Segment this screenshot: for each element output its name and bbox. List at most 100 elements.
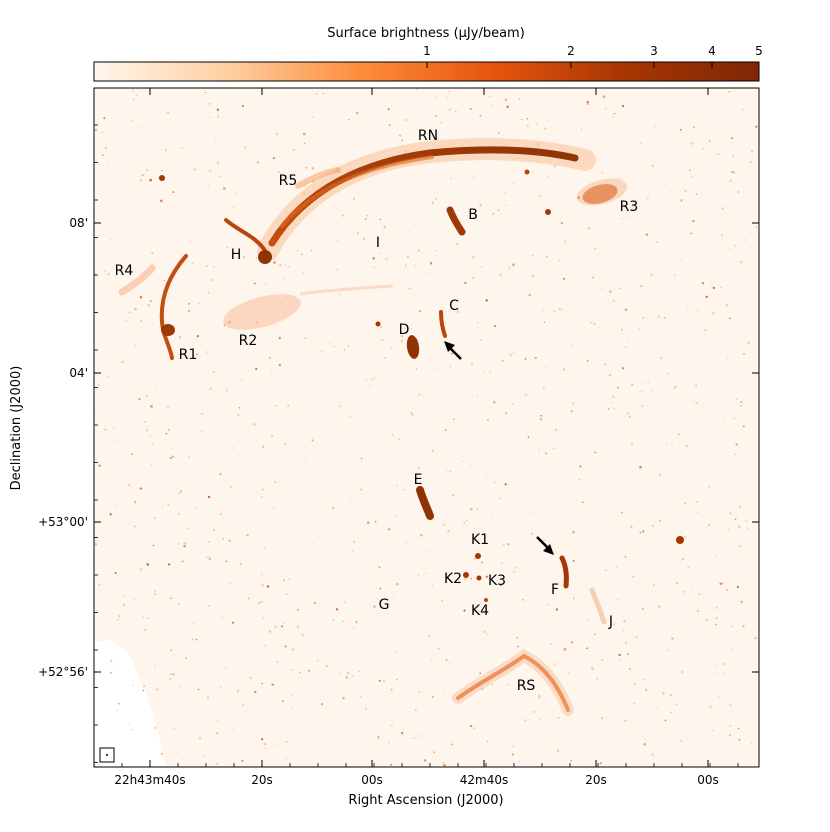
noise-point <box>454 110 457 113</box>
noise-point <box>463 609 466 612</box>
noise-point <box>346 671 350 675</box>
noise-point <box>647 381 650 383</box>
noise-point <box>611 402 613 404</box>
noise-point <box>189 240 191 243</box>
noise-point <box>687 306 689 308</box>
noise-point <box>585 154 588 157</box>
noise-point <box>189 382 191 384</box>
noise-point <box>380 326 383 329</box>
noise-point <box>537 143 540 146</box>
noise-point <box>555 551 557 553</box>
noise-point <box>628 215 630 218</box>
noise-point <box>434 96 436 99</box>
noise-point <box>170 447 173 449</box>
source-k1 <box>475 553 481 559</box>
noise-point <box>646 197 649 200</box>
noise-point <box>512 745 514 748</box>
noise-point <box>161 506 163 508</box>
noise-point <box>230 485 233 488</box>
noise-point <box>522 598 524 601</box>
noise-point <box>486 418 489 421</box>
noise-point <box>379 218 382 221</box>
noise-point <box>128 483 131 487</box>
noise-point <box>472 256 475 259</box>
y-tick-label: +52°56' <box>38 665 88 679</box>
noise-point <box>407 230 409 232</box>
noise-point <box>388 124 391 126</box>
noise-point <box>640 285 643 288</box>
noise-point <box>311 167 314 170</box>
noise-point <box>600 717 604 720</box>
noise-point <box>702 148 705 150</box>
noise-point <box>425 572 428 574</box>
noise-point <box>588 688 590 690</box>
noise-point <box>401 520 403 522</box>
noise-point <box>197 688 200 691</box>
noise-point <box>208 541 210 543</box>
y-tick-label: +53°00' <box>38 515 88 529</box>
noise-point <box>181 560 184 563</box>
noise-point <box>452 146 454 148</box>
source-label: K1 <box>471 532 489 548</box>
noise-point <box>205 264 209 267</box>
noise-point <box>204 92 207 94</box>
noise-point <box>633 683 636 685</box>
source-label: J <box>608 614 613 630</box>
noise-point <box>667 649 669 651</box>
noise-point <box>531 532 534 536</box>
noise-point <box>161 169 163 172</box>
noise-point <box>680 199 683 202</box>
noise-point <box>693 626 695 628</box>
noise-point <box>755 125 758 128</box>
noise-point <box>253 282 256 285</box>
noise-point <box>708 139 711 143</box>
noise-point <box>111 665 113 667</box>
noise-point <box>193 622 195 624</box>
noise-point <box>511 753 514 756</box>
noise-point <box>365 214 368 217</box>
noise-point <box>639 531 642 534</box>
noise-point <box>444 429 447 432</box>
noise-point <box>145 395 148 398</box>
noise-point <box>364 217 368 221</box>
noise-point <box>226 246 228 249</box>
noise-point <box>168 678 172 681</box>
noise-point <box>538 194 541 197</box>
noise-point <box>352 674 354 677</box>
noise-point <box>643 743 647 746</box>
noise-point <box>609 290 612 293</box>
colorbar-ticks: 1 2 3 4 5 <box>423 44 763 68</box>
noise-point <box>396 678 398 680</box>
relic-r3-halo <box>576 178 628 206</box>
noise-point <box>553 310 556 313</box>
noise-point <box>679 128 683 131</box>
noise-point <box>572 559 575 562</box>
noise-point <box>624 719 627 722</box>
noise-point <box>359 488 363 491</box>
noise-point <box>512 351 515 354</box>
noise-point <box>275 133 279 136</box>
noise-point <box>133 598 136 600</box>
arrow-f <box>536 536 554 555</box>
noise-point <box>118 614 121 618</box>
noise-point <box>332 619 334 621</box>
noise-point <box>729 703 732 706</box>
noise-point <box>493 324 497 328</box>
noise-point <box>181 147 184 149</box>
noise-point <box>682 558 684 560</box>
noise-point <box>157 176 159 178</box>
noise-point <box>486 671 488 673</box>
noise-point <box>738 191 740 193</box>
noise-point <box>555 428 558 432</box>
noise-point <box>462 460 464 463</box>
noise-point <box>282 730 284 732</box>
noise-point <box>198 737 202 740</box>
noise-point <box>262 617 265 619</box>
noise-point <box>651 753 654 756</box>
noise-point <box>507 684 510 686</box>
noise-point <box>107 375 109 378</box>
noise-point <box>543 321 546 323</box>
noise-point <box>592 276 594 279</box>
noise-point <box>288 578 290 580</box>
